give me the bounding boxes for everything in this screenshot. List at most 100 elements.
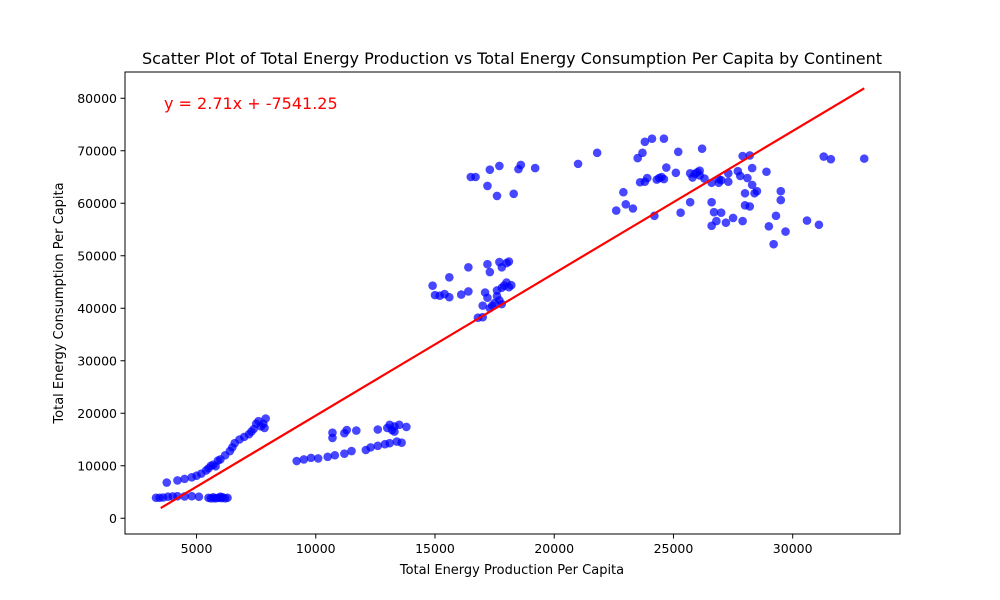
data-point-153 bbox=[709, 207, 719, 217]
data-point-175 bbox=[752, 186, 762, 196]
data-point-129 bbox=[642, 173, 652, 183]
data-point-180 bbox=[776, 195, 786, 205]
data-point-111 bbox=[485, 165, 495, 174]
points-layer bbox=[151, 134, 869, 503]
plot-frame bbox=[124, 71, 901, 535]
data-point-53 bbox=[330, 450, 340, 460]
regression-layer bbox=[160, 87, 865, 509]
data-point-184 bbox=[814, 220, 824, 230]
data-point-22 bbox=[180, 474, 189, 484]
y-tick-label-40000: 40000 bbox=[77, 301, 117, 316]
data-point-187 bbox=[859, 154, 869, 163]
data-point-122 bbox=[621, 200, 631, 209]
x-tick-label-20000: 20000 bbox=[534, 541, 574, 556]
data-point-154 bbox=[712, 216, 721, 226]
regression-equation: y = 2.71x + -7541.25 bbox=[164, 94, 338, 113]
data-point-165 bbox=[738, 151, 747, 161]
x-tick-label-10000: 10000 bbox=[296, 541, 336, 556]
data-point-142 bbox=[685, 197, 695, 207]
y-tick-label-70000: 70000 bbox=[77, 143, 117, 158]
y-tick-label-60000: 60000 bbox=[77, 196, 117, 211]
data-point-65 bbox=[385, 438, 394, 448]
y-tick-label-0: 0 bbox=[109, 511, 117, 526]
data-point-117 bbox=[530, 163, 540, 173]
data-point-84 bbox=[464, 263, 473, 272]
data-point-67 bbox=[397, 438, 406, 447]
data-point-72 bbox=[394, 420, 404, 430]
data-point-121 bbox=[619, 187, 628, 197]
data-point-148 bbox=[697, 144, 707, 153]
data-point-166 bbox=[738, 216, 747, 226]
data-point-138 bbox=[671, 168, 681, 178]
data-point-168 bbox=[740, 188, 750, 198]
data-point-179 bbox=[771, 211, 781, 221]
data-point-96 bbox=[485, 267, 495, 277]
data-point-82 bbox=[445, 272, 454, 282]
data-point-139 bbox=[673, 147, 683, 157]
y-tick-label-80000: 80000 bbox=[77, 91, 117, 106]
x-tick-label-15000: 15000 bbox=[415, 541, 455, 556]
data-point-160 bbox=[724, 177, 733, 187]
data-point-46 bbox=[261, 414, 270, 423]
data-point-76 bbox=[428, 281, 437, 290]
data-point-158 bbox=[716, 175, 726, 185]
data-point-52 bbox=[323, 452, 332, 462]
data-point-114 bbox=[509, 189, 518, 199]
data-point-125 bbox=[638, 148, 647, 158]
data-point-106 bbox=[504, 282, 514, 292]
data-point-120 bbox=[611, 206, 621, 215]
data-point-74 bbox=[385, 420, 394, 430]
data-point-147 bbox=[695, 166, 704, 175]
data-point-47 bbox=[260, 423, 269, 433]
x-axis-ticks: 5000 10000 15000 20000 25000 30000 bbox=[181, 534, 813, 556]
data-point-172 bbox=[747, 163, 757, 173]
x-tick-label-30000: 30000 bbox=[773, 541, 813, 556]
y-axis-ticks: 0 10000 20000 30000 40000 50000 60000 70000 8000… bbox=[77, 91, 125, 526]
data-point-81 bbox=[456, 290, 466, 299]
y-tick-label-30000: 30000 bbox=[77, 353, 117, 368]
data-point-59 bbox=[352, 426, 361, 435]
data-point-137 bbox=[662, 163, 671, 172]
y-tick-label-10000: 10000 bbox=[77, 458, 117, 473]
data-point-63 bbox=[373, 441, 383, 451]
chart-title: Scatter Plot of Total Energy Production … bbox=[142, 49, 882, 68]
regression-line bbox=[160, 87, 865, 509]
data-point-183 bbox=[802, 216, 812, 225]
data-point-88 bbox=[483, 293, 492, 303]
data-point-8 bbox=[194, 492, 204, 502]
data-point-140 bbox=[676, 208, 685, 217]
data-point-50 bbox=[306, 453, 316, 463]
data-point-151 bbox=[707, 197, 716, 207]
data-point-157 bbox=[716, 208, 726, 217]
data-point-136 bbox=[659, 134, 669, 143]
data-point-171 bbox=[745, 202, 755, 211]
data-point-49 bbox=[299, 455, 309, 464]
data-point-102 bbox=[504, 257, 514, 266]
data-point-123 bbox=[628, 204, 638, 213]
data-point-130 bbox=[647, 134, 657, 143]
data-point-164 bbox=[735, 171, 745, 181]
data-point-113 bbox=[495, 161, 504, 171]
data-point-159 bbox=[721, 218, 731, 227]
data-point-118 bbox=[573, 159, 583, 169]
data-point-80 bbox=[445, 292, 454, 302]
data-point-83 bbox=[464, 287, 473, 296]
data-point-119 bbox=[592, 148, 602, 158]
data-point-176 bbox=[762, 167, 771, 177]
data-point-116 bbox=[516, 160, 526, 170]
data-point-62 bbox=[366, 443, 375, 452]
data-point-20 bbox=[162, 478, 172, 487]
data-point-56 bbox=[328, 428, 337, 437]
data-point-181 bbox=[776, 186, 786, 196]
data-point-182 bbox=[781, 227, 790, 236]
data-point-54 bbox=[340, 449, 349, 458]
data-point-51 bbox=[313, 454, 323, 463]
data-point-48 bbox=[292, 456, 301, 466]
data-point-58 bbox=[342, 425, 352, 435]
data-point-95 bbox=[483, 259, 492, 269]
x-axis-label: Total Energy Production Per Capita bbox=[399, 563, 624, 578]
data-point-109 bbox=[471, 172, 480, 182]
y-axis-label: Total Energy Consumption Per Capita bbox=[52, 182, 67, 424]
data-point-60 bbox=[347, 446, 356, 456]
